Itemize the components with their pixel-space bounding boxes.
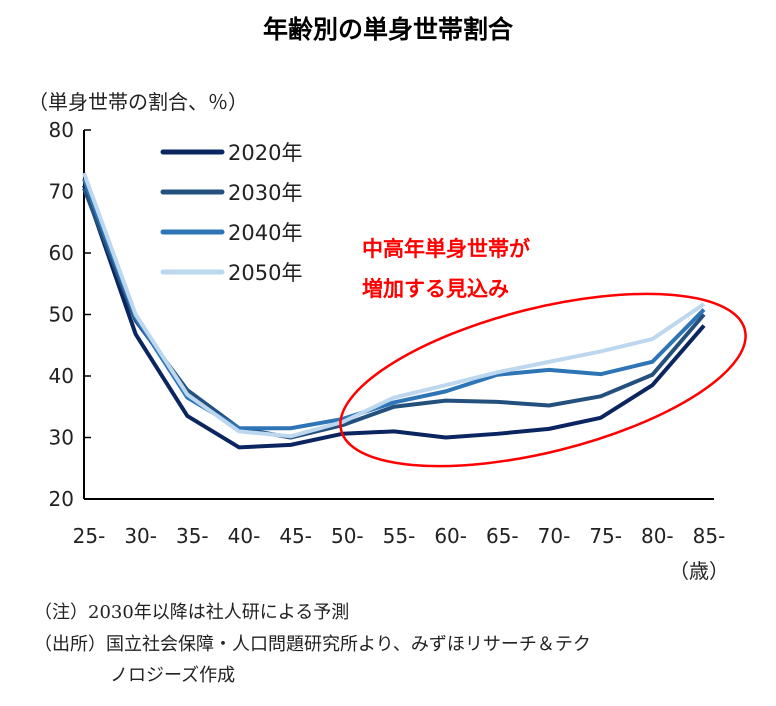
- y-tick-label: 30: [49, 426, 74, 450]
- legend-label: 2020年: [228, 141, 302, 165]
- y-tick-label: 60: [49, 241, 74, 265]
- x-tick-label: 85-: [693, 524, 726, 548]
- legend-label: 2040年: [228, 221, 302, 245]
- x-axis-label: （歳）: [669, 559, 729, 583]
- x-tick-label: 25-: [73, 524, 106, 548]
- x-tick-label: 70-: [538, 524, 571, 548]
- annotation-text: 増加する見込み: [362, 277, 509, 301]
- y-tick-label: 40: [49, 364, 74, 388]
- x-tick-label: 60-: [434, 524, 467, 548]
- x-tick-label: 65-: [486, 524, 519, 548]
- x-tick-label: 30-: [124, 524, 157, 548]
- x-tick-label: 40-: [228, 524, 261, 548]
- chart-title: 年齢別の単身世帯割合: [262, 15, 513, 44]
- annotation-text: 中高年単身世帯が: [362, 237, 530, 261]
- x-tick-label: 35-: [176, 524, 209, 548]
- x-tick-label: 55-: [383, 524, 416, 548]
- x-tick-label: 80-: [641, 524, 674, 548]
- x-tick-label: 50-: [331, 524, 364, 548]
- series-line-2030年: [82, 187, 706, 440]
- note: （注）2030年以降は社人研による予測: [34, 602, 350, 623]
- y-axis-label: （単身世帯の割合、％）: [28, 90, 248, 114]
- x-tick-label: 75-: [589, 524, 622, 548]
- legend-label: 2030年: [228, 181, 302, 205]
- x-tick-label: 45-: [279, 524, 312, 548]
- series-line-2040年: [82, 178, 706, 431]
- y-tick-label: 80: [49, 118, 74, 142]
- legend-label: 2050年: [228, 261, 302, 285]
- source: （出所）国立社会保障・人口問題研究所より、みずほリサーチ＆テク: [34, 634, 591, 655]
- highlight-ellipse: [339, 292, 747, 468]
- series-line-2050年: [82, 172, 706, 439]
- y-tick-label: 50: [49, 303, 74, 327]
- y-tick-label: 20: [49, 487, 74, 511]
- y-tick-label: 70: [49, 180, 74, 204]
- series-line-2020年: [82, 184, 706, 450]
- source-cont: ノロジーズ作成: [110, 665, 236, 686]
